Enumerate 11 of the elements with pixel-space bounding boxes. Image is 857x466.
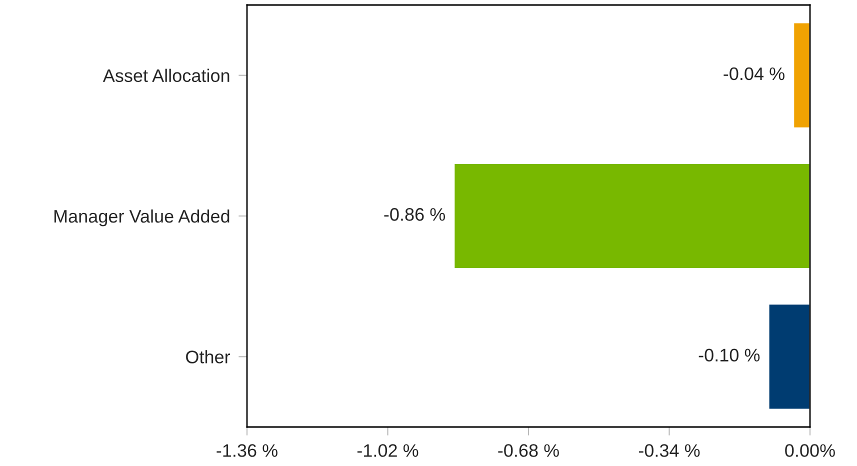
data-label: -0.04 %: [724, 67, 784, 80]
y-tick-label: Asset Allocation: [102, 68, 230, 82]
x-tick-label: -0.34 %: [638, 444, 700, 457]
y-tick-label: Manager Value Added: [54, 209, 230, 226]
data-label: -0.86 %: [384, 208, 446, 221]
data-label: -0.10 %: [698, 348, 760, 362]
x-tick-label: -0.68 %: [498, 444, 559, 457]
y-tick-label: Other: [186, 350, 230, 364]
x-tick-label: -1.02 %: [357, 444, 418, 457]
x-tick-label: -1.36 %: [216, 444, 278, 457]
x-tick-label: 0.00%: [785, 444, 835, 457]
